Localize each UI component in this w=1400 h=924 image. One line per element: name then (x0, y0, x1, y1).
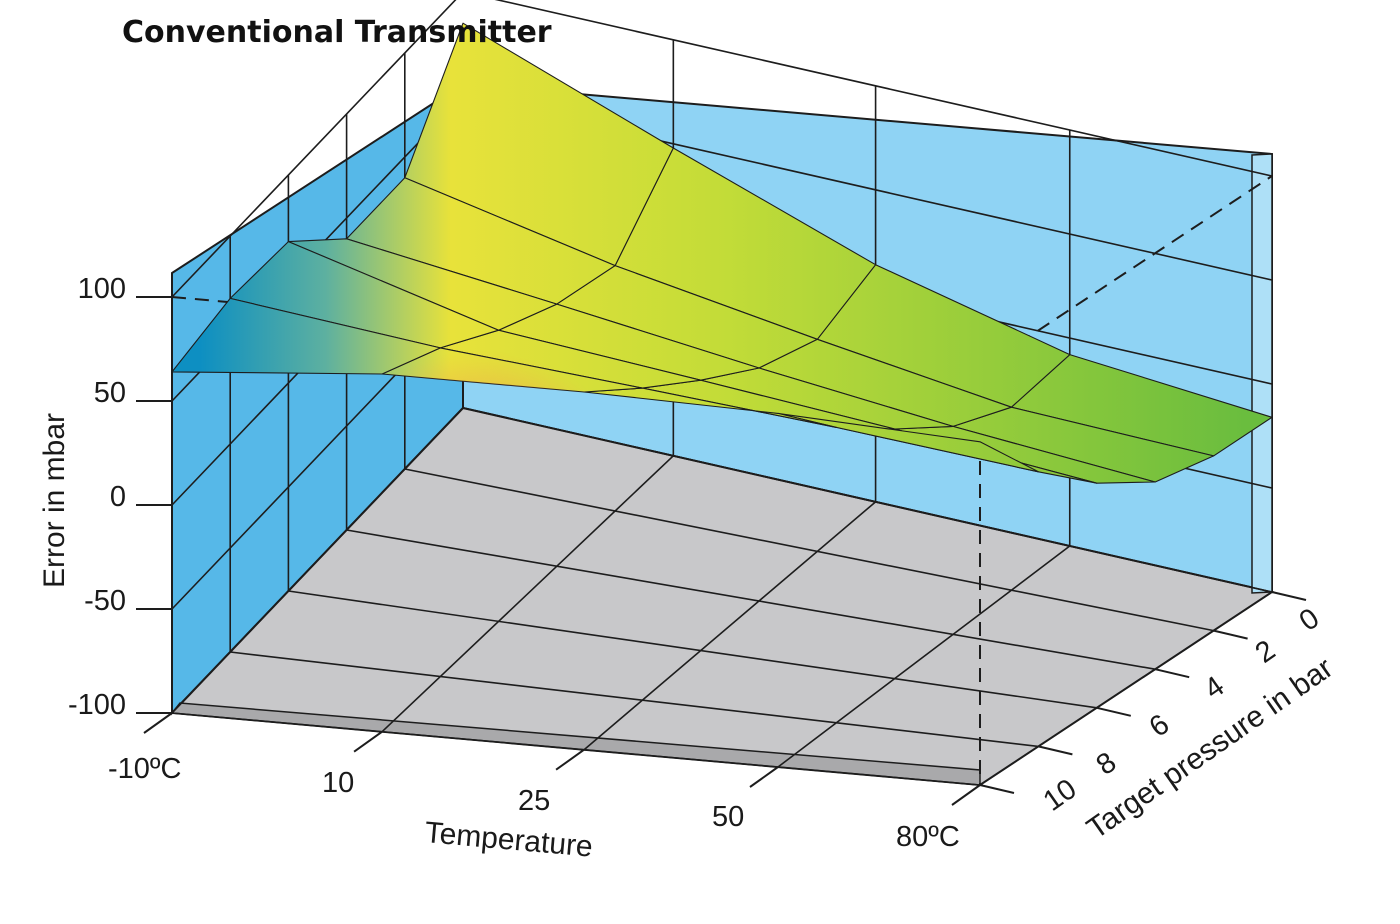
surface-patch-low-error (440, 330, 701, 389)
z-tick-label-10: 10 (1038, 773, 1083, 818)
y-tick-label-0: 0 (110, 481, 126, 513)
error-surface (171, 22, 1273, 484)
z-tick-mark (979, 784, 1015, 794)
floor-line-temperature (979, 591, 1273, 786)
z-tick-mark (1096, 706, 1132, 717)
floor-line-temperature (583, 501, 877, 751)
x-tick-label-80: 80ºC (896, 821, 960, 853)
x-tick-label-minus10: -10ºC (108, 753, 181, 785)
x-tick-mark (353, 730, 383, 753)
z-tick-label-6: 6 (1144, 708, 1176, 743)
floor-line-pressure (462, 407, 1273, 593)
x-tick-mark (555, 748, 585, 771)
y-tick-label-neg50: -50 (84, 585, 126, 617)
x-tick-mark (749, 766, 779, 788)
floor-line-pressure (404, 468, 1214, 632)
z-tick-label-2: 2 (1250, 634, 1282, 669)
surface-patch-low-error (172, 298, 441, 374)
y-tick-label-50: 50 (94, 377, 126, 409)
z-tick-label-8: 8 (1091, 746, 1123, 781)
surface-patch-low-error (498, 304, 759, 381)
x-tick-mark (143, 712, 173, 734)
floor-line-pressure (346, 529, 1156, 670)
floor-line-temperature (381, 455, 674, 733)
back-wall-hline (494, 0, 1273, 177)
floor-line-temperature (777, 545, 1071, 768)
z-tick-label-0: 0 (1294, 602, 1326, 637)
x-axis-label: Temperature (423, 816, 594, 864)
x-tick-label-50: 50 (712, 801, 744, 833)
surface-patch-low-error (382, 347, 643, 392)
z-tick-label-4: 4 (1199, 670, 1231, 705)
y-axis-label: Error in mbar (38, 413, 71, 588)
z-tick-mark (1038, 745, 1073, 756)
tick-marks (136, 296, 1307, 806)
z-tick-mark (1271, 591, 1307, 601)
left-wall-hline (171, 0, 457, 298)
right-edge-face (1251, 153, 1273, 594)
x-tick-label-10: 10 (322, 767, 354, 799)
surface-patch-low-error (230, 241, 499, 348)
chart-title: Conventional Transmitter (122, 15, 552, 50)
surface-patch-low-error (288, 238, 557, 331)
floor-line-pressure (230, 651, 1039, 748)
x-tick-label-25: 25 (518, 785, 550, 817)
z-tick-mark (1213, 629, 1248, 640)
floor-line-pressure (171, 712, 981, 786)
y-tick-label-neg100: -100 (68, 689, 126, 721)
floor-line-pressure (288, 590, 1097, 709)
y-tick-label-100: 100 (78, 273, 126, 305)
floor-line-temperature (171, 407, 464, 714)
x-tick-mark (951, 784, 981, 806)
z-tick-mark (1154, 668, 1190, 679)
